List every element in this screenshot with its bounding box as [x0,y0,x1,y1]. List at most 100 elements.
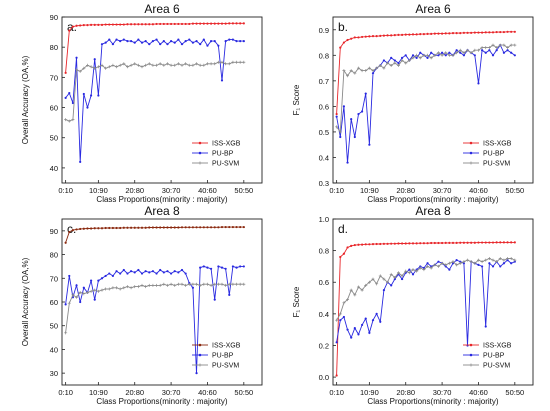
data-point [133,285,137,289]
data-point [495,241,498,244]
x-tick-label: 40:60 [198,186,217,195]
data-point [228,22,231,25]
data-point [140,272,144,275]
data-point [115,23,118,26]
data-point [64,71,67,74]
data-point [488,241,491,244]
data-point [224,22,227,25]
data-point [64,96,67,99]
data-point [155,226,158,229]
data-point [202,226,205,229]
data-point [173,270,176,273]
data-point [137,226,140,229]
data-point [216,282,220,286]
data-point [506,241,509,244]
data-point [107,65,111,69]
data-point [144,226,147,229]
data-point [71,25,75,28]
data-point [495,49,498,52]
data-point [64,331,68,335]
data-point [480,260,484,264]
data-point [469,260,473,264]
data-point [430,241,433,245]
data-point [350,244,353,247]
data-point [239,225,242,229]
data-point [477,82,480,85]
data-point [129,226,133,229]
legend-marker [198,151,202,155]
data-point [202,63,206,67]
data-point [407,271,411,275]
data-point [89,65,93,69]
data-point [184,226,187,229]
data-point [79,160,82,163]
data-point [477,263,480,266]
data-point [444,263,448,267]
data-point [158,283,162,287]
x-tick-label: 50:50 [234,388,253,397]
data-point [458,261,462,265]
legend: ISS-XGB PU-BP PU-SVM [192,141,241,168]
data-point [353,71,357,75]
data-point [180,22,184,26]
y-tick-label: 0.6 [319,102,329,111]
data-point [375,282,379,286]
data-point [422,53,426,57]
data-point [180,282,184,286]
data-point [415,242,418,245]
y-tick-label: 60 [50,104,58,113]
data-point [499,265,502,268]
series-pu-svm [64,282,246,335]
series-pu-bp [64,265,245,375]
data-point [459,241,462,244]
data-point [129,63,133,67]
data-point [96,289,100,293]
data-point [184,40,187,43]
data-point [382,242,386,245]
legend-label: PU-BP [212,353,234,360]
data-point [368,35,371,38]
data-point [97,94,100,97]
data-point [184,272,187,275]
panel-label: d. [338,222,348,236]
data-point [400,58,404,62]
data-point [217,265,220,268]
data-point [173,22,176,26]
data-point [148,43,151,46]
data-point [466,258,470,262]
data-point [100,288,104,292]
data-point [476,258,480,262]
data-point [238,60,242,64]
data-point [176,62,180,66]
y-tick-label: 80 [50,251,58,260]
data-point [68,274,71,278]
data-point [419,242,422,245]
data-point [64,241,67,244]
data-point [462,31,466,34]
data-point [85,291,89,295]
data-point [339,255,342,259]
data-point [93,23,96,26]
data-point [206,226,209,229]
data-point [235,282,239,286]
x-tick-label: 30:70 [162,388,181,397]
data-point [448,241,451,244]
legend-label: PU-SVM [483,161,510,168]
data-point [96,65,100,69]
data-point [371,69,375,73]
data-point [224,225,227,229]
data-point [510,30,513,33]
legend-label: PU-SVM [483,363,510,370]
data-point [213,298,216,301]
x-tick-label: 40:60 [469,388,488,397]
data-point [466,31,469,34]
y-tick-label: 0.6 [319,278,329,287]
data-point [119,272,122,275]
data-point [228,293,231,296]
chart-panel-c: Area 8 c. 30 40 50 60 70 80 90 0:10 10:90 20:80 30:7… [21,204,263,406]
data-point [75,24,78,27]
series-pu-svm [64,60,246,123]
data-point [158,62,162,66]
data-point [498,257,502,261]
legend-marker [469,141,473,145]
